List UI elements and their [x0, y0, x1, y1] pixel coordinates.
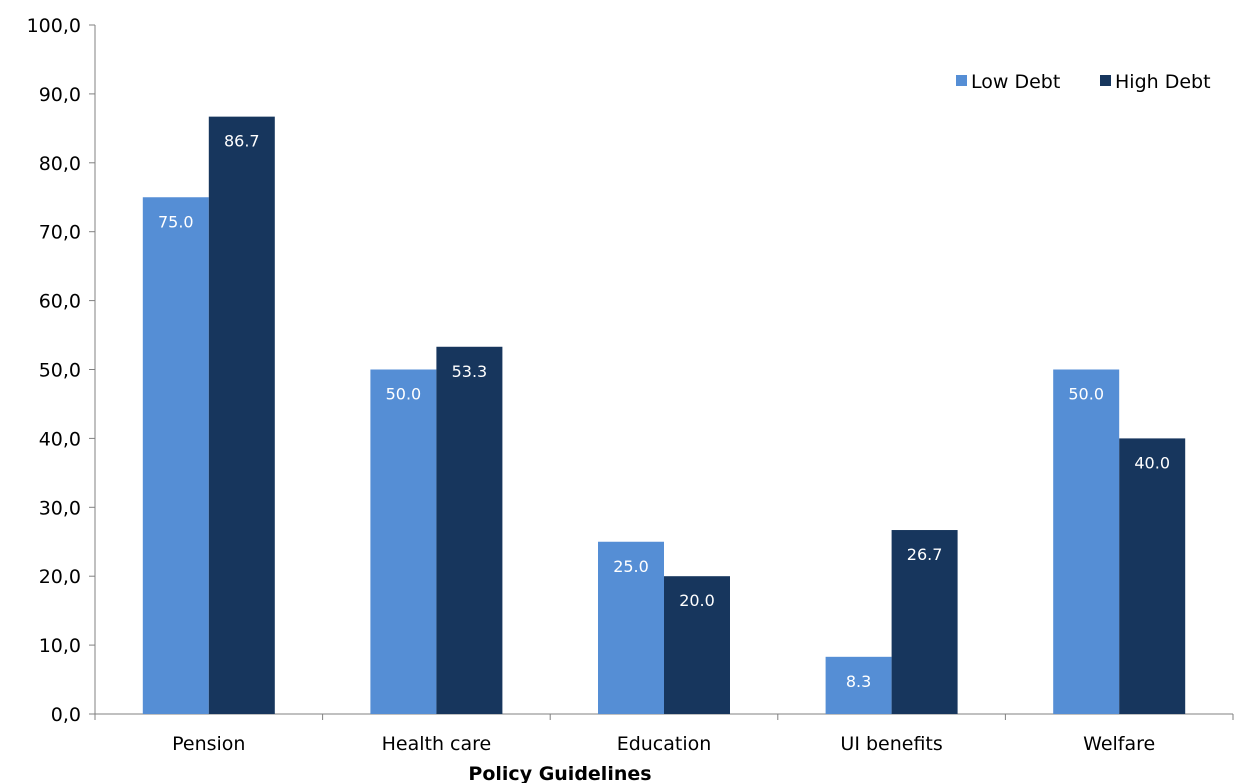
y-tick-label: 0,0	[51, 704, 81, 726]
y-tick-label: 60,0	[39, 291, 81, 313]
x-tick-label: Health care	[382, 733, 492, 755]
x-tick-label: Welfare	[1083, 733, 1155, 755]
data-label: 53.3	[452, 362, 488, 381]
legend-label: Low Debt	[971, 71, 1060, 93]
data-label: 40.0	[1134, 453, 1170, 472]
y-tick-label: 50,0	[39, 360, 81, 382]
bar	[208, 116, 275, 714]
bar	[891, 530, 958, 714]
bar	[370, 369, 437, 714]
bar	[1053, 369, 1120, 714]
legend-swatch	[1100, 75, 1111, 86]
legend-swatch	[956, 75, 967, 86]
data-label: 26.7	[907, 545, 943, 564]
y-tick-label: 40,0	[39, 428, 81, 450]
data-label: 8.3	[846, 672, 871, 691]
y-axis: 0,0 10,0 20,0 30,0 40,0 50,0 60,0 70,0 80,0 90,0 1…	[27, 15, 96, 726]
data-label: 20.0	[679, 591, 715, 610]
data-label: 25.0	[613, 557, 649, 576]
y-tick-label: 20,0	[39, 566, 81, 588]
bar	[436, 346, 503, 714]
data-labels: 75.0 86.7 50.0 53.3 25.0 20.0 8.3 26.7 50.0 40.0	[158, 132, 1170, 691]
y-tick-label: 70,0	[39, 222, 81, 244]
y-tick-label: 100,0	[27, 15, 81, 37]
bar	[598, 541, 664, 714]
y-tick-label: 80,0	[39, 153, 81, 175]
bar	[142, 197, 209, 714]
x-tick-label: Pension	[172, 733, 245, 755]
x-tick-label: UI benefits	[840, 733, 942, 755]
bar	[664, 576, 730, 714]
x-axis-title: Policy Guidelines	[468, 763, 651, 783]
x-tick-label: Education	[617, 733, 712, 755]
y-tick-label: 90,0	[39, 84, 81, 106]
y-tick-label: 10,0	[39, 635, 81, 657]
bar	[825, 656, 892, 714]
bar	[1119, 438, 1186, 714]
x-axis: Pension Health care Education UI benefits We…	[94, 713, 1234, 755]
data-label: 50.0	[386, 385, 422, 404]
data-label: 75.0	[158, 212, 194, 231]
legend: Low Debt High Debt	[956, 71, 1211, 93]
y-tick-label: 30,0	[39, 497, 81, 519]
data-label: 50.0	[1068, 385, 1104, 404]
bars	[142, 116, 1186, 714]
legend-label: High Debt	[1115, 71, 1211, 93]
data-label: 86.7	[224, 132, 260, 151]
